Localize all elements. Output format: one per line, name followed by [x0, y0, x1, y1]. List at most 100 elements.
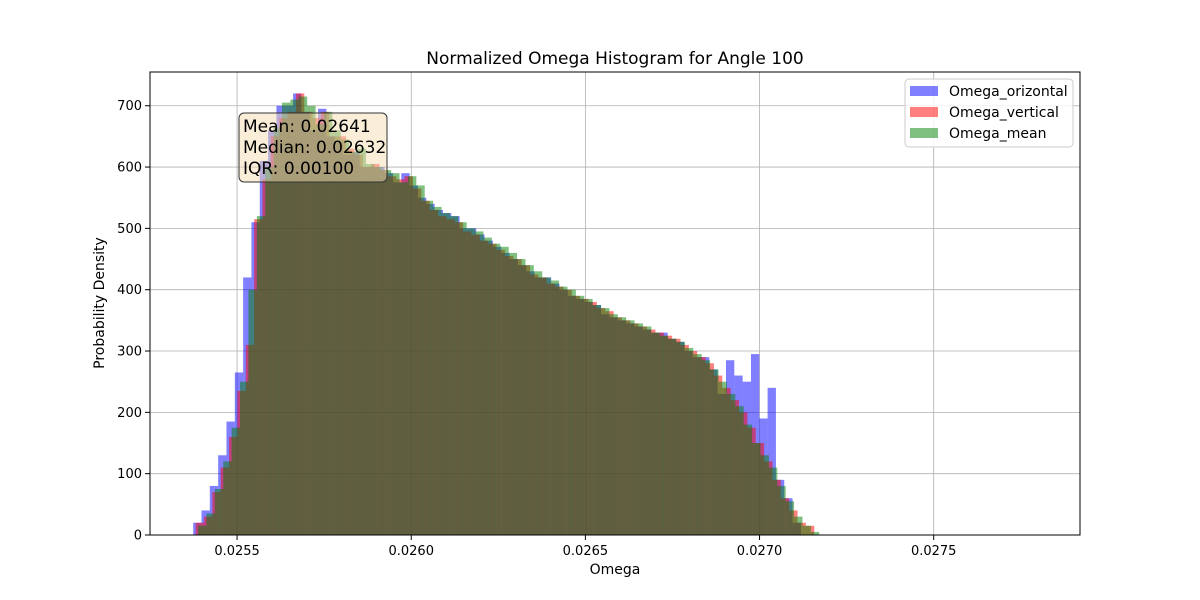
histogram-bar	[794, 516, 803, 535]
histogram-bar	[458, 222, 467, 535]
plot-frame	[149, 71, 1081, 536]
histogram-bar	[626, 320, 635, 535]
histogram-bar	[223, 461, 232, 535]
histogram-bar	[517, 259, 526, 535]
histogram-bar	[307, 105, 316, 535]
histogram-bar	[642, 326, 652, 535]
y-tick-label: 400	[117, 283, 142, 298]
histogram-bar	[256, 216, 266, 535]
histogram-bar	[584, 298, 593, 535]
histogram-bar	[491, 243, 501, 535]
histogram-bar	[550, 280, 560, 535]
legend-label-orizontal: Omega_orizontal	[949, 84, 1068, 100]
histogram-bar	[424, 200, 434, 535]
histogram-bar	[668, 338, 677, 535]
axis-ticks: 0.0255 0.0260 0.0265 0.0270 0.0275 0 100 200 300…	[117, 99, 956, 559]
stats-iqr: IQR: 0.00100	[243, 159, 354, 179]
stats-box-frame	[238, 112, 388, 183]
histogram-bar	[802, 525, 811, 535]
histogram-bar	[449, 216, 459, 535]
legend: Omega_orizontal Omega_vertical Omega_mea…	[904, 78, 1074, 148]
stats-box: Mean: 0.02641 Median: 0.02632 IQR: 0.001…	[238, 112, 388, 183]
y-tick-label: 300	[117, 345, 142, 360]
histogram-bar	[735, 406, 744, 535]
histogram-bar	[365, 163, 375, 535]
y-tick-label: 200	[117, 406, 142, 421]
histogram-bar	[466, 228, 476, 535]
histogram-bar	[684, 347, 694, 535]
legend-label-vertical: Omega_vertical	[949, 105, 1059, 121]
histogram-bar	[265, 167, 274, 535]
bars	[193, 93, 820, 536]
histogram-bar	[559, 286, 568, 535]
histogram-bar	[483, 237, 492, 535]
y-tick-label: 0	[134, 529, 142, 544]
histogram-bar	[617, 317, 627, 535]
y-axis-title: Probability Density	[92, 237, 108, 369]
legend-swatch-vertical	[910, 107, 938, 117]
x-tick-label: 0.0255	[214, 544, 260, 559]
histogram-bar	[634, 323, 643, 535]
histogram-bar	[710, 369, 719, 535]
histogram-bar	[533, 271, 543, 535]
histogram-bar	[298, 96, 308, 536]
histogram-bar	[701, 360, 711, 535]
histogram-bar	[810, 531, 820, 535]
histogram-bar	[743, 424, 753, 535]
histogram-bar	[290, 99, 299, 536]
histogram-bar	[718, 381, 727, 535]
histogram-bar	[609, 314, 618, 535]
stats-median: Median: 0.02632	[243, 138, 386, 158]
legend-box	[904, 78, 1074, 148]
histogram-bar	[214, 489, 224, 535]
histogram-bar	[332, 130, 341, 535]
y-tick-label: 700	[117, 99, 142, 114]
histogram-bar	[651, 332, 660, 535]
histogram-bar	[592, 305, 601, 535]
histogram-bar	[416, 185, 425, 536]
histogram-bar	[357, 148, 366, 535]
legend-swatch-mean	[910, 128, 938, 138]
chart-title: Normalized Omega Histogram for Angle 100	[426, 49, 803, 69]
y-tick-label: 500	[117, 222, 142, 237]
histogram-bar	[500, 246, 509, 535]
histogram-bar	[441, 213, 450, 535]
histogram-bar	[760, 455, 769, 535]
histogram-bar	[323, 111, 333, 535]
histogram-bar	[475, 231, 484, 535]
histogram-bar	[785, 501, 795, 535]
histogram-bar	[726, 393, 736, 535]
x-tick-label: 0.0260	[388, 544, 434, 559]
x-axis-title: Omega	[590, 562, 641, 578]
histogram-bar	[231, 427, 241, 535]
histogram-bar	[407, 176, 417, 536]
histogram-bar	[399, 182, 408, 536]
histogram-bar	[433, 206, 442, 535]
x-tick-label: 0.0265	[563, 544, 609, 559]
x-tick-label: 0.0270	[737, 544, 783, 559]
series-mean	[198, 96, 820, 536]
histogram-bar	[567, 289, 576, 535]
histogram-bar	[391, 173, 400, 535]
y-tick-label: 600	[117, 161, 142, 176]
histogram-bar	[525, 265, 534, 535]
histogram-bar	[315, 124, 324, 536]
legend-label-mean: Omega_mean	[949, 126, 1046, 142]
histogram-bar	[240, 381, 249, 535]
histogram-bar	[198, 525, 207, 535]
histogram-bar	[508, 252, 518, 535]
y-tick-label: 100	[117, 467, 142, 482]
histogram-bar	[752, 443, 761, 535]
histogram-bar	[600, 308, 610, 535]
histogram-bar	[676, 341, 685, 535]
x-tick-label: 0.0275	[911, 544, 957, 559]
histogram-bar	[659, 335, 669, 535]
histogram-bar	[382, 170, 392, 535]
histogram-bar	[542, 277, 551, 535]
histogram-bar	[206, 513, 215, 535]
histogram-bar	[248, 289, 257, 535]
histogram-bar	[693, 354, 702, 535]
legend-swatch-orizontal	[910, 86, 938, 96]
histogram-bar	[768, 467, 778, 535]
